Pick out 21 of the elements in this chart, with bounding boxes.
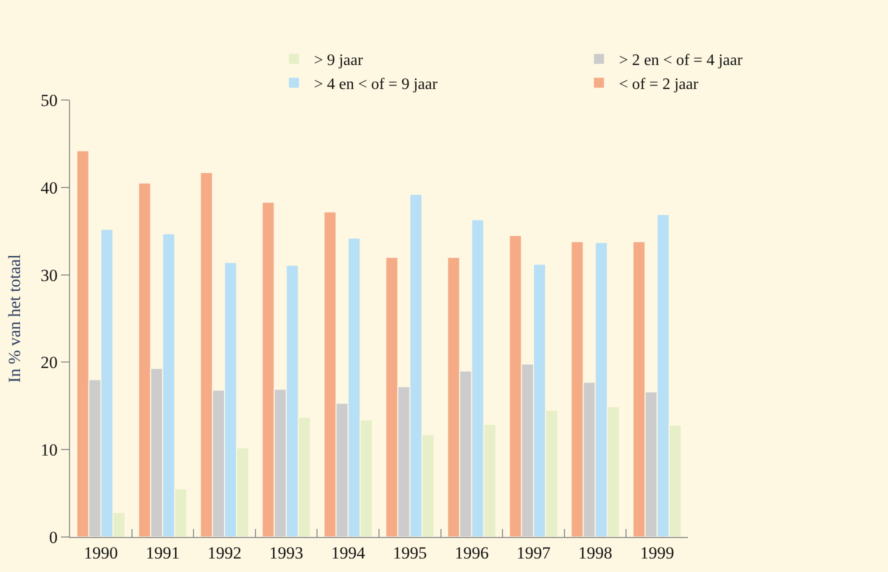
x-tick-label: 1999 xyxy=(640,543,674,562)
x-tick-label: 1995 xyxy=(392,543,427,562)
x-tick-label: 1993 xyxy=(269,543,304,562)
legend-label: > 4 en < of = 9 jaar xyxy=(314,76,438,93)
legend-label: > 9 jaar xyxy=(314,52,364,70)
y-tick-label: 30 xyxy=(40,266,58,285)
legend-label: < of = 2 jaar xyxy=(618,76,699,93)
y-axis-title: In % van het totaal xyxy=(5,254,24,383)
legend-label: > 2 en < of = 4 jaar xyxy=(618,52,744,70)
x-tick-label: 1990 xyxy=(84,543,118,562)
x-tick-label: 1998 xyxy=(578,543,612,562)
y-tick-label: 10 xyxy=(40,440,58,460)
y-tick-label: 50 xyxy=(40,90,58,110)
x-tick-label: 1997 xyxy=(516,543,551,562)
x-tick-label: 1996 xyxy=(454,543,489,562)
x-tick-label: 1992 xyxy=(208,543,242,562)
y-tick-label: 0 xyxy=(49,528,58,547)
y-tick-label: 20 xyxy=(40,353,58,372)
x-tick-label: 1994 xyxy=(331,543,366,562)
y-tick-label: 40 xyxy=(40,178,58,198)
x-tick-label: 1991 xyxy=(146,543,180,562)
